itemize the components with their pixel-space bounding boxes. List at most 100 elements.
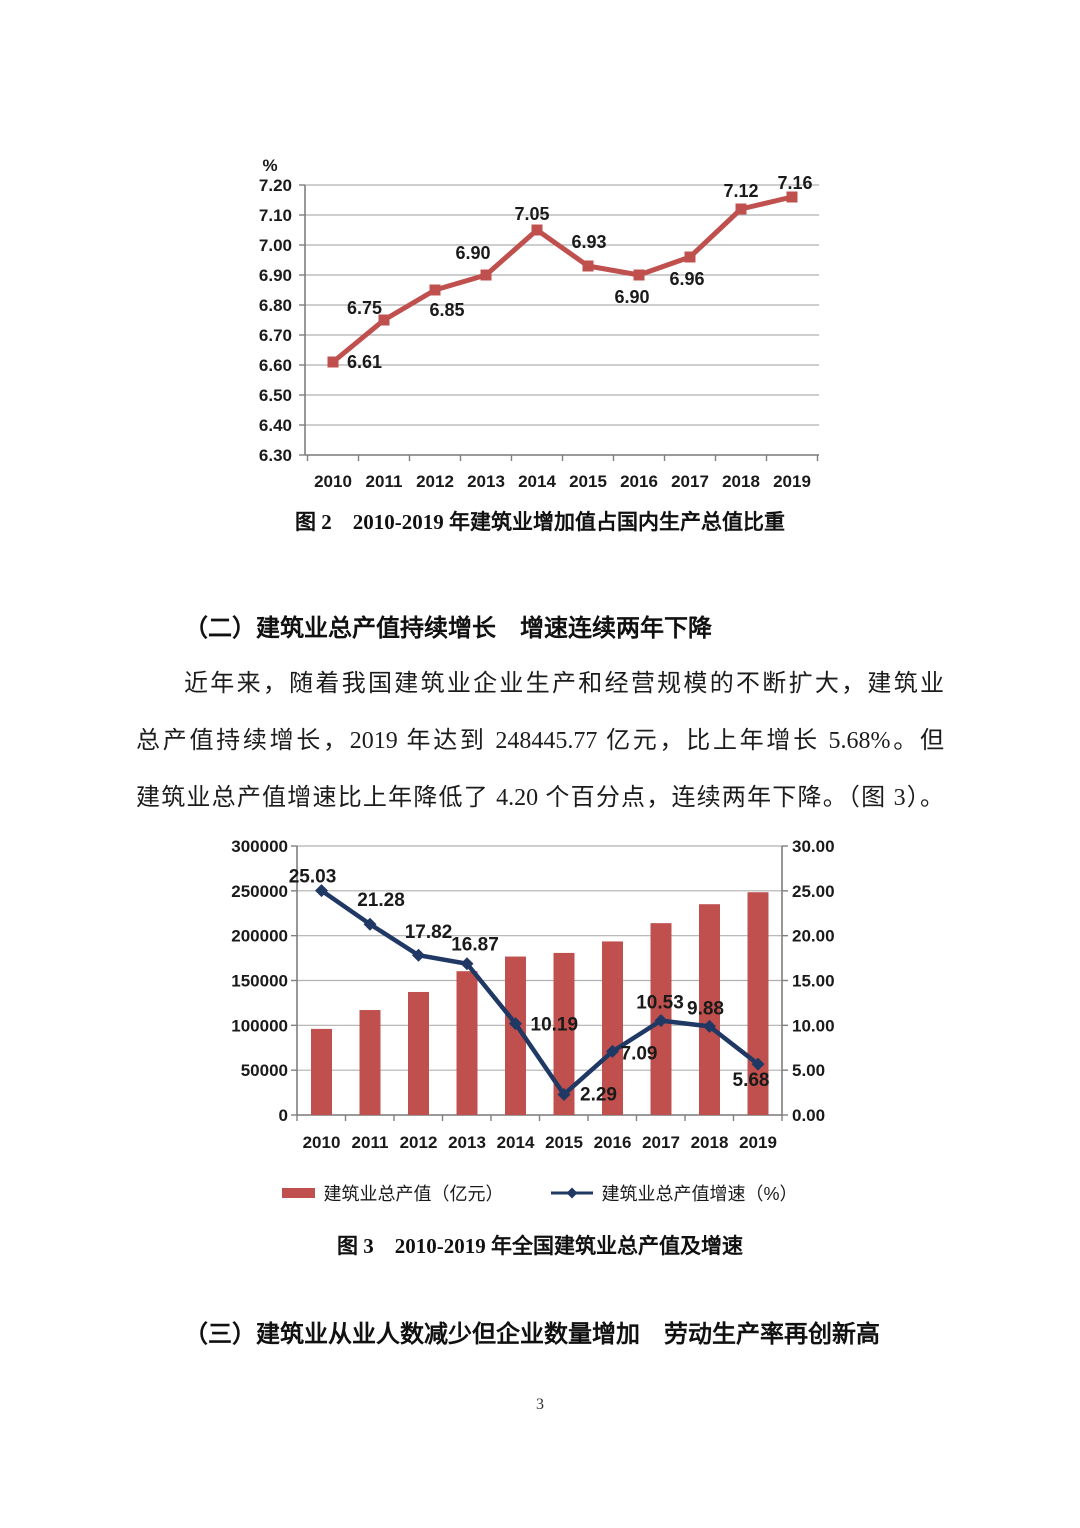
svg-text:6.96: 6.96: [669, 269, 704, 289]
axis-labels: 0 0.00 50000 5.00 100000 10.00 150000 15.00 2000…: [231, 837, 834, 1152]
svg-text:2015: 2015: [545, 1133, 583, 1152]
svg-text:2.29: 2.29: [580, 1084, 617, 1105]
svg-text:5.68: 5.68: [733, 1070, 770, 1091]
svg-text:6.50: 6.50: [259, 386, 292, 405]
svg-text:7.00: 7.00: [259, 236, 292, 255]
svg-text:2014: 2014: [518, 472, 556, 491]
figure3-legend: 建筑业总产值（亿元） 建筑业总产值增速（%）: [0, 1180, 1080, 1206]
svg-text:2018: 2018: [691, 1133, 729, 1152]
svg-text:20.00: 20.00: [792, 927, 835, 946]
svg-text:2012: 2012: [400, 1133, 438, 1152]
svg-text:6.40: 6.40: [259, 416, 292, 435]
svg-text:2013: 2013: [467, 472, 505, 491]
svg-text:6.93: 6.93: [571, 232, 606, 252]
legend-label: 建筑业总产值增速（%）: [601, 1184, 798, 1204]
svg-text:7.05: 7.05: [514, 204, 549, 224]
svg-text:300000: 300000: [231, 837, 288, 856]
svg-text:%: %: [262, 156, 277, 175]
svg-text:2012: 2012: [416, 472, 454, 491]
svg-text:2018: 2018: [722, 472, 760, 491]
svg-text:10.00: 10.00: [792, 1016, 835, 1035]
svg-text:50000: 50000: [241, 1061, 288, 1080]
bar: [408, 991, 429, 1115]
figure2-line-chart: 7.20 7.10 7.00 6.90 6.80 6.70 6.60 6.50 6.40 6.30…: [259, 156, 819, 491]
bar: [505, 956, 526, 1115]
svg-text:30.00: 30.00: [792, 837, 835, 856]
bar: [602, 941, 623, 1115]
bar: [311, 1028, 332, 1115]
figure3-caption: 图 3 2010-2019 年全国建筑业总产值及增速: [337, 1234, 743, 1258]
svg-text:2019: 2019: [773, 472, 811, 491]
line-markers: [315, 884, 765, 1101]
growth-rate-line: [320, 888, 760, 1097]
legend-item-bar: 建筑业总产值（亿元）: [282, 1180, 503, 1206]
figure3-combo-chart: 0 0.00 50000 5.00 100000 10.00 150000 15.00 2000…: [231, 837, 834, 1152]
bar: [456, 971, 478, 1115]
svg-text:7.12: 7.12: [723, 181, 758, 201]
svg-text:0: 0: [279, 1106, 288, 1125]
figure2-caption: 图 2 2010-2019 年建筑业增加值占国内生产总值比重: [295, 510, 785, 534]
svg-text:10.53: 10.53: [636, 993, 684, 1014]
legend-item-line: 建筑业总产值增速（%）: [551, 1180, 798, 1206]
svg-text:200000: 200000: [231, 927, 288, 946]
svg-text:7.10: 7.10: [259, 206, 292, 225]
svg-text:2019: 2019: [739, 1133, 777, 1152]
svg-text:100000: 100000: [231, 1016, 288, 1035]
section3-heading: （三）建筑业从业人数减少但企业数量增加 劳动生产率再创新高: [184, 1322, 880, 1348]
svg-text:6.90: 6.90: [455, 243, 490, 263]
svg-text:0.00: 0.00: [792, 1106, 825, 1125]
bar: [359, 1010, 381, 1115]
data-labels: 6.61 6.75 6.85 6.90 7.05 6.93 6.90 6.96 7.12 7.16: [347, 173, 813, 372]
svg-text:21.28: 21.28: [357, 890, 405, 911]
svg-text:6.60: 6.60: [259, 356, 292, 375]
svg-text:15.00: 15.00: [792, 972, 835, 991]
svg-text:6.90: 6.90: [259, 266, 292, 285]
svg-text:6.70: 6.70: [259, 326, 292, 345]
svg-text:2016: 2016: [620, 472, 658, 491]
svg-text:6.75: 6.75: [347, 298, 382, 318]
page-number: 3: [536, 1396, 544, 1413]
section2-paragraph: 近年来，随着我国建筑业企业生产和经营规模的不断扩大，建筑业总产值持续增长，201…: [136, 656, 944, 827]
svg-text:6.90: 6.90: [614, 287, 649, 307]
paragraph-line: 建筑业总产值增速比上年降低了 4.20 个百分点，连续两年下降。（图 3）。: [136, 785, 944, 811]
svg-text:7.09: 7.09: [621, 1043, 658, 1064]
svg-text:25.00: 25.00: [792, 882, 835, 901]
paragraph-line: 总产值持续增长，2019 年达到 248445.77 亿元，比上年增长 5.68…: [136, 728, 944, 754]
svg-text:2015: 2015: [569, 472, 607, 491]
svg-text:25.03: 25.03: [289, 867, 337, 888]
bar: [699, 904, 720, 1115]
svg-text:2016: 2016: [594, 1133, 632, 1152]
svg-text:16.87: 16.87: [451, 935, 499, 956]
svg-text:7.16: 7.16: [777, 173, 812, 193]
svg-text:2017: 2017: [671, 472, 709, 491]
svg-text:5.00: 5.00: [792, 1061, 825, 1080]
gdp-share-line: [331, 194, 793, 364]
svg-text:2017: 2017: [642, 1133, 680, 1152]
svg-text:6.80: 6.80: [259, 296, 292, 315]
axis-labels: 7.20 7.10 7.00 6.90 6.80 6.70 6.60 6.50 6.40 6.30…: [259, 156, 811, 491]
svg-text:2011: 2011: [352, 1133, 389, 1152]
svg-text:150000: 150000: [231, 972, 288, 991]
line-markers: [327, 191, 798, 368]
svg-text:2010: 2010: [303, 1133, 341, 1152]
svg-text:9.88: 9.88: [687, 998, 724, 1019]
legend-label: 建筑业总产值（亿元）: [323, 1184, 504, 1204]
svg-text:6.61: 6.61: [347, 352, 382, 372]
line-marker-swatch-icon: [551, 1187, 594, 1199]
section2-heading: （二）建筑业总产值持续增长 增速连续两年下降: [184, 616, 712, 642]
axes: [299, 184, 819, 461]
svg-text:10.19: 10.19: [531, 1015, 579, 1036]
paragraph-line: 近年来，随着我国建筑业企业生产和经营规模的不断扩大，建筑业: [184, 671, 944, 697]
svg-text:250000: 250000: [231, 882, 288, 901]
svg-text:7.20: 7.20: [259, 176, 292, 195]
output-value-bars: [311, 892, 769, 1115]
svg-text:2014: 2014: [497, 1133, 535, 1152]
bar-swatch-icon: [282, 1188, 316, 1198]
svg-text:17.82: 17.82: [405, 922, 453, 943]
svg-text:2010: 2010: [314, 472, 352, 491]
svg-text:2011: 2011: [366, 472, 403, 491]
bar: [553, 952, 575, 1115]
svg-text:6.85: 6.85: [429, 300, 464, 320]
